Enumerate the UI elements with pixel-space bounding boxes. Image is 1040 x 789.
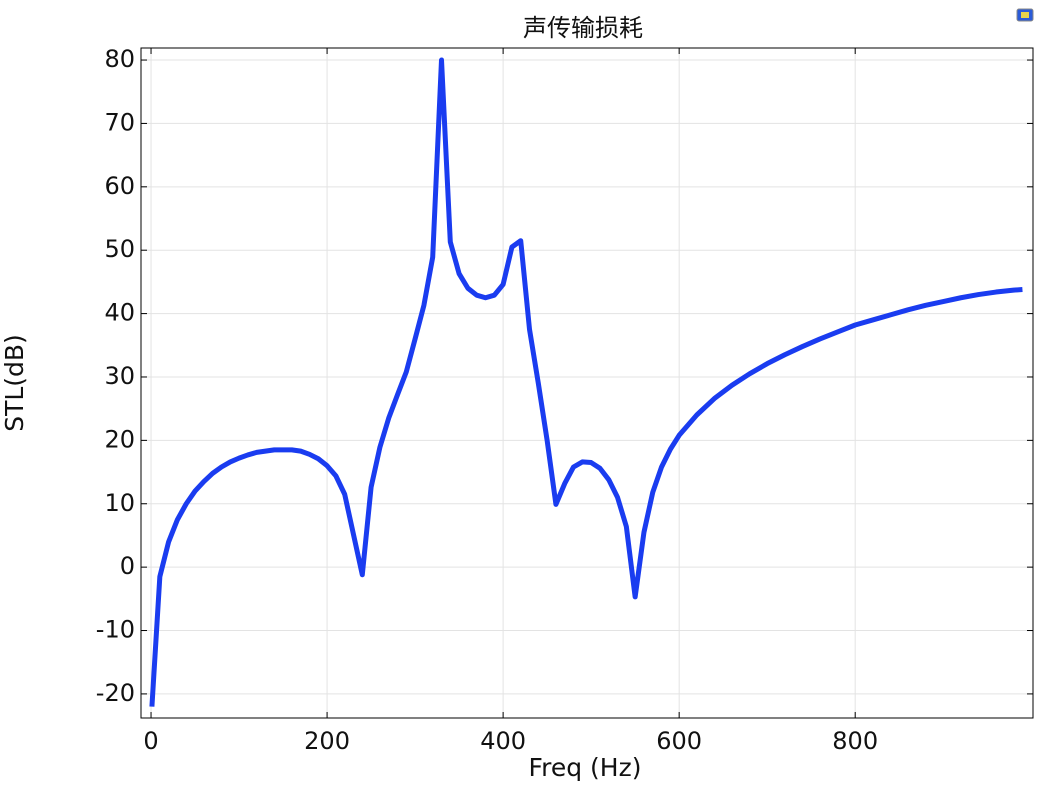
y-tick-label: 60	[104, 172, 135, 200]
y-tick-label: 30	[104, 362, 135, 390]
y-tick-label: 20	[104, 425, 135, 453]
y-axis-label: STL(dB)	[0, 334, 29, 432]
data-line	[149, 57, 1023, 707]
toolbar-icon[interactable]	[1016, 8, 1034, 22]
y-tick-label: -20	[96, 679, 135, 707]
y-tick-label: 0	[120, 552, 135, 580]
x-axis-label: Freq (Hz)	[529, 753, 642, 782]
y-tick-label: 40	[104, 299, 135, 327]
x-tick-label: 400	[480, 727, 526, 755]
x-tick-label: 800	[832, 727, 878, 755]
y-tick-label: 70	[104, 108, 135, 136]
y-tick-label: 50	[104, 235, 135, 263]
y-tick-label: 10	[104, 489, 135, 517]
x-tick-label: 600	[656, 727, 702, 755]
x-tick-label: 0	[143, 727, 158, 755]
x-tick-label: 200	[304, 727, 350, 755]
plot-frame	[140, 47, 1034, 719]
y-tick-label: 80	[104, 45, 135, 73]
chart-title: 声传输损耗	[523, 14, 643, 42]
y-tick-label: -10	[96, 616, 135, 644]
